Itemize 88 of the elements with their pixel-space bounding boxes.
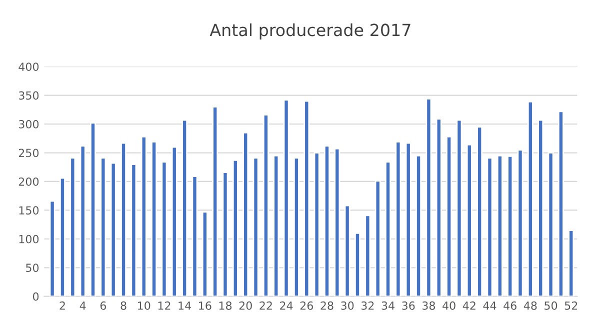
x-tick-label: 48 [524,301,537,310]
x-tick-label: 16 [199,301,212,310]
bar [304,100,310,296]
bar [436,118,442,296]
y-tick-label: 50 [26,264,39,272]
y-tick-label: 200 [18,177,39,186]
x-tick-label: 14 [178,302,192,310]
x-tick-label: 12 [158,301,170,310]
x-tick-label: 50 [544,301,558,310]
y-tick-label: 350 [18,91,39,100]
x-tick-label: 42 [462,301,476,310]
bar [374,180,381,296]
bar [202,211,208,296]
bar [395,141,402,296]
bar [354,232,360,296]
x-tick-label: 52 [564,301,578,310]
bar [262,114,269,296]
bar [385,161,391,296]
y-tick-label: 100 [19,234,39,244]
bar [334,148,340,296]
bar [324,145,330,296]
x-tick-label: 36 [402,301,415,310]
y-tick-label: 400 [18,62,39,71]
bar [568,230,574,296]
bar [426,98,432,296]
bar [232,160,238,296]
x-tick-label: 26 [300,301,313,310]
bar [314,152,320,296]
bar [558,110,564,296]
bar [517,149,524,296]
y-tick-label: 250 [18,148,39,158]
bar [151,141,158,296]
bar [273,154,280,296]
bar [548,152,554,296]
bar [344,204,350,296]
bar [507,156,514,296]
bar [405,142,412,296]
y-tick-label: 150 [19,206,39,215]
bar [496,154,503,296]
x-tick-label: 44 [483,302,496,310]
bar [182,119,188,296]
bar [49,200,56,296]
bar [110,162,116,296]
x-tick-label: 28 [320,301,334,310]
bar [486,157,493,296]
bar [476,126,483,296]
x-tick-label: 6 [100,301,106,310]
bar [293,157,300,296]
x-tick-label: 32 [361,301,374,310]
x-tick-label: 8 [120,301,126,310]
bar [90,122,96,296]
bar [130,164,137,296]
bar [527,100,534,296]
x-tick-label: 24 [280,301,293,310]
bar [80,145,86,296]
bar [60,177,66,296]
x-tick-label: 34 [382,301,394,310]
bar [242,132,249,296]
y-tick-label: 0 [32,292,39,301]
x-tick-label: 40 [442,301,456,310]
x-tick-label: 46 [504,301,516,310]
bar [364,214,371,296]
bar [446,136,452,296]
bar [140,136,147,296]
x-tick-label: 30 [341,301,354,310]
x-tick-label: 38 [422,301,436,310]
x-tick-label: 20 [239,301,252,310]
x-tick-label: 4 [80,302,86,310]
x-tick-label: 22 [260,301,272,310]
bar [100,157,106,296]
bar [283,99,290,296]
bar [161,161,168,296]
bar [252,157,259,296]
bar [120,142,127,296]
bar [456,119,462,296]
bar [171,146,178,296]
bar [192,176,198,296]
x-tick-label: 10 [138,301,150,310]
y-tick-label: 300 [18,120,39,128]
chart-title: Antal producerade 2017 [210,23,410,40]
x-tick-label: 2 [60,301,65,310]
bar [222,172,228,296]
bar [212,106,218,296]
bar [538,119,544,296]
bar [466,144,472,296]
bar [70,157,76,296]
bar [416,154,422,296]
x-tick-label: 18 [219,301,232,310]
